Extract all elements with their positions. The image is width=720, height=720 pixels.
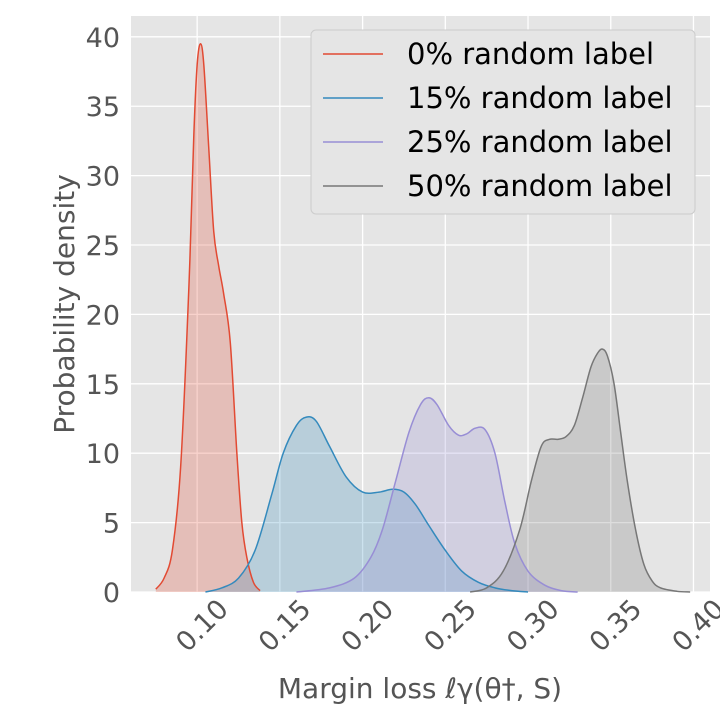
- y-tick-label: 5: [103, 509, 120, 540]
- density-line-series-0: [155, 43, 261, 592]
- y-tick-label: 15: [86, 370, 120, 401]
- y-tick-label: 40: [86, 23, 120, 54]
- y-axis-label: Probability density: [48, 174, 81, 434]
- x-tick-label: 0.25: [418, 594, 482, 658]
- x-tick-label: 0.15: [253, 594, 317, 658]
- legend-label: 15% random label: [407, 81, 673, 115]
- x-tick-label: 0.40: [667, 594, 720, 658]
- legend-label: 0% random label: [407, 37, 654, 71]
- density-area-series-2: [296, 397, 578, 592]
- legend-box: [310, 29, 696, 215]
- y-tick-label: 30: [86, 162, 120, 193]
- y-tick-label: 25: [86, 231, 120, 262]
- density-lines: [155, 43, 691, 593]
- legend-label: 25% random label: [407, 125, 673, 159]
- x-tick-label: 0.10: [170, 594, 234, 658]
- x-tick-label: 0.35: [584, 594, 648, 658]
- density-line-series-1: [205, 416, 529, 593]
- density-line-series-3: [469, 348, 691, 593]
- legend: 0% random label 15% random label 25% rando…: [310, 29, 696, 215]
- x-tick-label: 0.20: [336, 594, 400, 658]
- legend-label: 50% random label: [407, 169, 673, 203]
- x-tick-label: 0.30: [501, 594, 565, 658]
- density-line-series-2: [296, 396, 578, 593]
- y-tick-label: 10: [86, 439, 120, 470]
- x-axis-label: Margin loss ℓγ(θ†, S): [278, 672, 562, 705]
- y-tick-label: 0: [103, 578, 120, 609]
- density-area-series-1: [205, 416, 529, 592]
- y-tick-label: 20: [86, 300, 120, 331]
- y-tick-label: 35: [86, 92, 120, 123]
